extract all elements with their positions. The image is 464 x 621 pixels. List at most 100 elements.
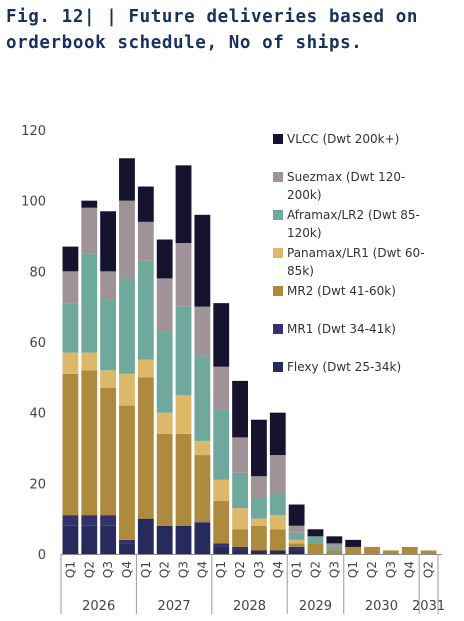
bar-segment (100, 271, 117, 300)
bar-segment (251, 419, 267, 477)
bar-segment (62, 373, 79, 516)
year-label: 2029 (299, 599, 332, 614)
bar-segment (100, 370, 117, 388)
year-label: 2026 (82, 599, 115, 614)
bar-segment (194, 214, 211, 307)
quarter-label: Q1 (214, 561, 228, 578)
bar-segment (175, 395, 192, 434)
bar-segment (81, 253, 98, 353)
bar-segment (137, 260, 154, 360)
bar-segment (288, 543, 305, 547)
bar-segment (156, 239, 173, 279)
legend-label-line: MR2 (Dwt 41-60k) (287, 284, 396, 298)
y-tick-label: 120 (21, 124, 46, 139)
bar-segment (307, 536, 324, 544)
quarter-label: Q3 (384, 561, 398, 578)
legend-label-line: Aframax/LR2 (Dwt 85- (287, 208, 420, 222)
quarter-label: Q3 (252, 561, 266, 578)
quarter-label: Q4 (120, 561, 134, 578)
legend: VLCC (Dwt 200k+) Suezmax (Dwt 120- 200k) Af… (273, 132, 425, 374)
bar-segment (269, 412, 286, 456)
bar-segment (194, 306, 211, 357)
bar-segment (119, 158, 135, 201)
bar-segment (194, 522, 211, 554)
bar-segment (119, 278, 135, 374)
bar-segment (364, 546, 380, 554)
bar-segment (175, 243, 192, 307)
bar-segment (156, 278, 173, 332)
legend-label-line: 85k) (287, 264, 314, 278)
bar-segment (288, 546, 305, 551)
bar-segment (119, 539, 135, 544)
year-label: 2027 (158, 599, 191, 614)
bar-segment (137, 359, 154, 378)
bar-segment (119, 200, 135, 279)
bar-segment (81, 370, 98, 516)
bar-segment (62, 352, 79, 374)
bar-segment (345, 546, 362, 554)
bar-segment (81, 352, 98, 371)
bar-segment (288, 550, 305, 554)
bar-segment (62, 303, 79, 353)
legend-label-line: 200k) (287, 188, 322, 202)
y-tick-label: 40 (29, 407, 46, 422)
bar-segment (326, 536, 343, 544)
bar-segment (137, 377, 154, 519)
bar-segment (194, 455, 211, 523)
legend-swatch (273, 324, 283, 334)
bars (62, 158, 437, 554)
bar-segment (213, 366, 230, 410)
legend-label: Aframax/LR2 (Dwt 85- 120k) (287, 208, 420, 240)
bar-segment (326, 550, 343, 554)
quarter-label: Q4 (403, 561, 417, 578)
x-axis-labels: Q1 Q2 Q3 Q4 Q1 Q2 Q3 Q4 Q1 Q2 Q3 Q4 Q1 Q2 Q3 Q1 Q2 Q3 Q4 Q2… (60, 554, 445, 614)
bar-segment (251, 497, 267, 519)
legend-label: VLCC (Dwt 200k+) (287, 132, 399, 146)
bar-segment (232, 546, 248, 551)
legend-label-line: Suezmax (Dwt 120- (287, 170, 405, 184)
bar-segment (175, 433, 192, 526)
bar-segment (62, 246, 79, 272)
bar-segment (62, 525, 79, 554)
quarter-label: Q2 (365, 561, 379, 578)
bar-segment (269, 550, 286, 554)
quarter-label: Q1 (63, 561, 77, 578)
legend-swatch (273, 248, 283, 258)
legend-label: Flexy (Dwt 25-34k) (287, 360, 401, 374)
quarter-label: Q2 (233, 561, 247, 578)
bar-segment (269, 455, 286, 494)
bar-segment (81, 207, 98, 254)
quarter-label: Q1 (346, 561, 360, 578)
legend-label-line: MR1 (Dwt 34-41k) (287, 322, 396, 336)
bar-segment (62, 271, 79, 304)
legend-label: MR2 (Dwt 41-60k) (287, 284, 396, 298)
bar-segment (401, 546, 418, 554)
quarter-label: Q2 (308, 561, 322, 578)
bar-segment (232, 380, 248, 438)
bar-segment (100, 525, 117, 554)
bar-segment (156, 525, 173, 554)
bar-segment (326, 543, 343, 547)
bar-segment (119, 405, 135, 540)
bar-segment (232, 529, 248, 547)
bar-segment (175, 525, 192, 554)
bar-segment (382, 550, 399, 554)
bar-segment (81, 200, 98, 208)
quarter-label: Q1 (139, 561, 153, 578)
legend-swatch (273, 134, 283, 144)
quarter-label: Q2 (422, 561, 436, 578)
bar-segment (119, 543, 135, 554)
legend-label-line: Flexy (Dwt 25-34k) (287, 360, 401, 374)
bar-segment (100, 299, 117, 371)
bar-segment (326, 546, 343, 551)
bar-segment (175, 165, 192, 244)
year-label: 2028 (233, 599, 266, 614)
quarter-label: Q1 (290, 561, 304, 578)
quarter-label: Q4 (271, 561, 285, 578)
year-label: 2030 (365, 599, 398, 614)
legend-swatch (273, 362, 283, 372)
chart-title: Fig. 12| | Future deliveries based on or… (6, 7, 419, 53)
bar-segment (251, 525, 267, 551)
bar-segment (156, 331, 173, 413)
